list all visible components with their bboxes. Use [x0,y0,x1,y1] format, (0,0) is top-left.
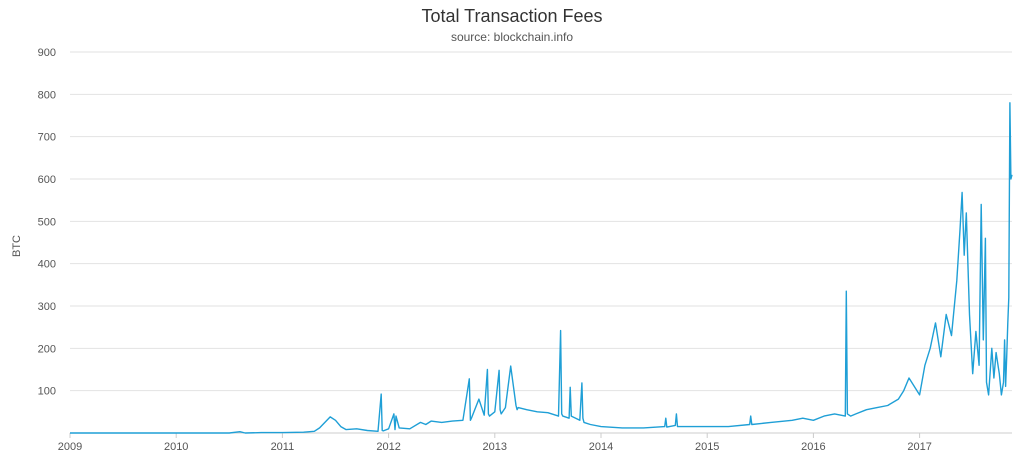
y-tick-label-800: 800 [38,89,56,101]
x-axis-ticks: 2009 2010 2011 2012 2013 2014 2015 2016 2017 [58,433,932,453]
series-line-0 [70,102,1013,434]
x-tick-label-2009: 2009 [58,441,82,453]
x-tick-label-2013: 2013 [483,441,507,453]
y-tick-label-700: 700 [38,132,56,144]
y-axis-ticks: 100 200 300 400 500 600 700 800 900 [38,47,56,398]
y-axis-label: BTC [11,235,23,257]
x-tick-label-2011: 2011 [271,441,295,453]
y-tick-label-600: 600 [38,174,56,186]
y-tick-label-300: 300 [38,301,56,313]
chart-subtitle: source: blockchain.info [451,30,573,44]
series-layer [70,102,1013,434]
x-tick-label-2014: 2014 [589,441,613,453]
x-tick-label-2016: 2016 [801,441,825,453]
chart-title: Total Transaction Fees [421,6,602,26]
x-tick-label-2010: 2010 [164,441,188,453]
y-tick-label-900: 900 [38,47,56,59]
y-tick-label-500: 500 [38,216,56,228]
x-tick-label-2017: 2017 [907,441,931,453]
y-tick-label-100: 100 [38,386,56,398]
x-tick-label-2015: 2015 [695,441,719,453]
y-tick-label-400: 400 [38,259,56,271]
gridlines [70,51,1012,434]
y-tick-label-200: 200 [38,343,56,355]
x-tick-label-2012: 2012 [376,441,400,453]
